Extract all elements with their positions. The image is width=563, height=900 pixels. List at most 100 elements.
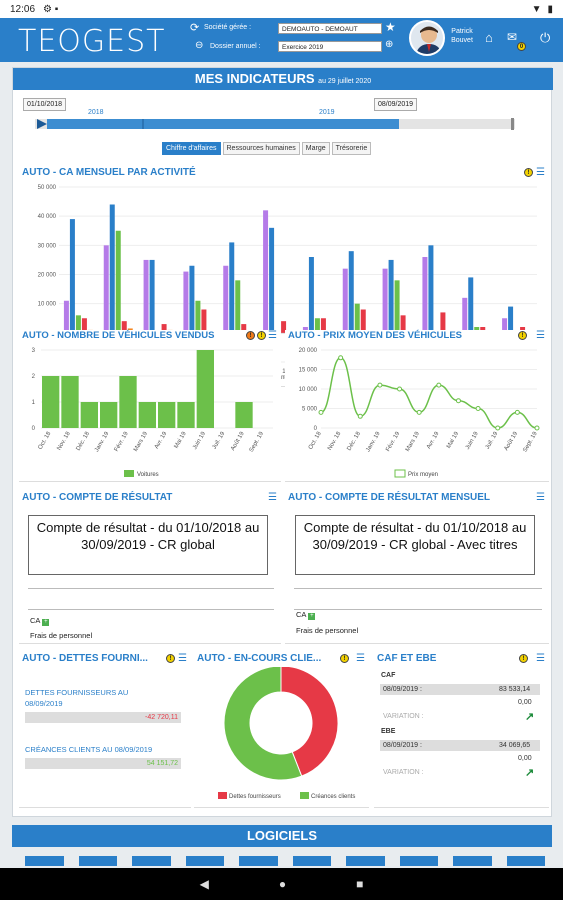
menu-icon[interactable]: ☰ bbox=[356, 653, 365, 664]
legend-label: Prix moyen bbox=[408, 472, 438, 478]
logiciel-tile[interactable] bbox=[132, 856, 171, 866]
crm-box[interactable]: Compte de résultat - du 01/10/2018 au 30… bbox=[295, 515, 535, 575]
indicators-title: MES INDICATEURS bbox=[194, 71, 315, 86]
logiciel-tile[interactable] bbox=[399, 856, 438, 866]
trend-up-icon: ↗ bbox=[525, 711, 535, 723]
bar bbox=[263, 210, 269, 333]
ebe-value: 34 069,65 bbox=[499, 742, 531, 749]
bar bbox=[468, 277, 474, 333]
y-tick-label: 10 000 bbox=[38, 302, 57, 308]
tab-marge[interactable]: Marge bbox=[301, 142, 330, 155]
date-end-field[interactable]: 08/09/2019 bbox=[374, 98, 418, 111]
home-button-icon[interactable]: ● bbox=[278, 877, 287, 891]
logiciel-tile[interactable] bbox=[346, 856, 385, 866]
y-tick-label: 0 bbox=[32, 426, 36, 432]
home-icon[interactable]: ⌂ bbox=[485, 30, 493, 45]
bar bbox=[314, 318, 320, 333]
caf-label: CAF bbox=[381, 672, 396, 679]
expand-icon[interactable]: + bbox=[308, 613, 316, 620]
dossier-select[interactable]: Exercice 2019 bbox=[278, 41, 382, 52]
bar bbox=[422, 257, 428, 333]
bar bbox=[394, 280, 400, 333]
x-tick-label: Juin 19 bbox=[192, 430, 207, 450]
info-icon[interactable]: ! bbox=[519, 654, 528, 663]
info-icon[interactable]: ! bbox=[257, 331, 266, 340]
bar bbox=[75, 315, 81, 333]
expand-icon[interactable]: + bbox=[42, 619, 50, 626]
power-icon[interactable]: ⏻ bbox=[540, 30, 551, 45]
data-point bbox=[534, 425, 540, 431]
bar bbox=[103, 245, 109, 333]
refresh-icon[interactable]: ⟳ bbox=[190, 22, 200, 34]
dettes-link[interactable]: DETTES FOURNISSEURS AU 08/09/2019 bbox=[25, 688, 129, 708]
encours-title: AUTO - EN-COURS CLIE... bbox=[197, 653, 322, 664]
recents-icon[interactable]: ■ bbox=[356, 877, 364, 891]
info-icon[interactable]: ! bbox=[524, 168, 533, 177]
ebe-variation-label: VARIATION : bbox=[383, 769, 424, 776]
info-icon[interactable]: ! bbox=[340, 654, 349, 663]
info-icon[interactable]: ! bbox=[518, 331, 527, 340]
menu-icon[interactable]: ☰ bbox=[536, 167, 545, 178]
logiciel-tile[interactable] bbox=[185, 856, 224, 866]
menu-icon[interactable]: ☰ bbox=[536, 653, 545, 664]
cr-row-frais: Frais de personnel bbox=[30, 631, 93, 640]
ebe-label: EBE bbox=[381, 728, 396, 735]
y-tick-label: 15 000 bbox=[299, 368, 318, 374]
user-name: Patrick Bouvet bbox=[451, 28, 473, 44]
logiciel-tile[interactable] bbox=[78, 856, 117, 866]
cr-row-ca: CA + bbox=[30, 616, 50, 626]
date-range-slider[interactable] bbox=[35, 117, 517, 131]
menu-icon[interactable]: ☰ bbox=[536, 330, 545, 341]
info-icon[interactable]: ! bbox=[166, 654, 175, 663]
logiciel-tile[interactable] bbox=[239, 856, 278, 866]
mail-badge: 0 bbox=[517, 42, 526, 51]
dettes-title: AUTO - DETTES FOURNI... bbox=[22, 653, 148, 664]
y-tick-label: 40 000 bbox=[38, 214, 57, 220]
data-point bbox=[436, 382, 442, 388]
crm-row-frais: Frais de personnel bbox=[296, 626, 359, 635]
star-icon[interactable]: ★ bbox=[385, 20, 396, 34]
dashboard: MES INDICATEURS au 29 juillet 2020 01/10… bbox=[12, 67, 553, 817]
mail-icon[interactable]: ✉ bbox=[507, 30, 518, 44]
ca-chart-title: AUTO - CA MENSUEL PAR ACTIVITÉ bbox=[22, 167, 196, 178]
menu-icon[interactable]: ☰ bbox=[268, 492, 277, 503]
data-point bbox=[475, 406, 481, 411]
bar bbox=[119, 376, 137, 428]
back-icon[interactable]: ◀ bbox=[199, 877, 209, 891]
indicators-date: au 29 juillet 2020 bbox=[318, 78, 372, 85]
panel-prix-moyen: AUTO - PRIX MOYEN DES VÉHICULES ! ☰ 20 0… bbox=[285, 330, 549, 482]
x-tick-label: Juil. 19 bbox=[485, 430, 500, 450]
bar bbox=[100, 402, 118, 428]
cr-table bbox=[28, 588, 274, 610]
prev-arrow-icon[interactable]: ⊖ bbox=[195, 40, 204, 51]
x-tick-label: Sept. 19 bbox=[249, 430, 266, 453]
tab-ressources-humaines[interactable]: Ressources humaines bbox=[222, 142, 300, 155]
x-tick-label: Janv. 19 bbox=[94, 430, 111, 453]
creances-link[interactable]: CRÉANCES CLIENTS AU 08/09/2019 bbox=[25, 745, 153, 754]
menu-icon[interactable]: ☰ bbox=[178, 653, 187, 664]
legend-label: Dettes fournisseurs bbox=[229, 794, 281, 800]
alert-icon[interactable]: ! bbox=[246, 331, 255, 340]
societe-select[interactable]: DEMOAUTO - DEMOAUT bbox=[278, 23, 382, 34]
caf-value: 83 533,14 bbox=[499, 686, 531, 693]
y-tick-label: 50 000 bbox=[38, 185, 57, 191]
bar bbox=[400, 315, 406, 333]
tab-chiffre-affaires[interactable]: Chiffre d'affaires bbox=[162, 142, 221, 155]
legend-swatch bbox=[300, 792, 309, 799]
avatar[interactable] bbox=[409, 20, 445, 56]
menu-icon[interactable]: ☰ bbox=[268, 330, 277, 341]
logiciel-tile[interactable] bbox=[25, 856, 64, 866]
logiciel-tile[interactable] bbox=[506, 856, 545, 866]
date-start-field[interactable]: 01/10/2018 bbox=[23, 98, 67, 111]
next-arrow-icon[interactable]: ⊕ bbox=[385, 39, 394, 50]
x-tick-label: Juin 19 bbox=[465, 430, 480, 450]
cr-box[interactable]: Compte de résultat - du 01/10/2018 au 30… bbox=[28, 515, 268, 575]
menu-icon[interactable]: ☰ bbox=[536, 492, 545, 503]
legend-swatch bbox=[124, 470, 134, 477]
logiciel-tile[interactable] bbox=[292, 856, 331, 866]
tab-tresorerie[interactable]: Trésorerie bbox=[331, 142, 372, 155]
app-header: TEOGEST ⟳ Société gérée : DEMOAUTO - DEM… bbox=[0, 18, 563, 62]
bar bbox=[69, 219, 75, 333]
logiciel-tile[interactable] bbox=[453, 856, 492, 866]
